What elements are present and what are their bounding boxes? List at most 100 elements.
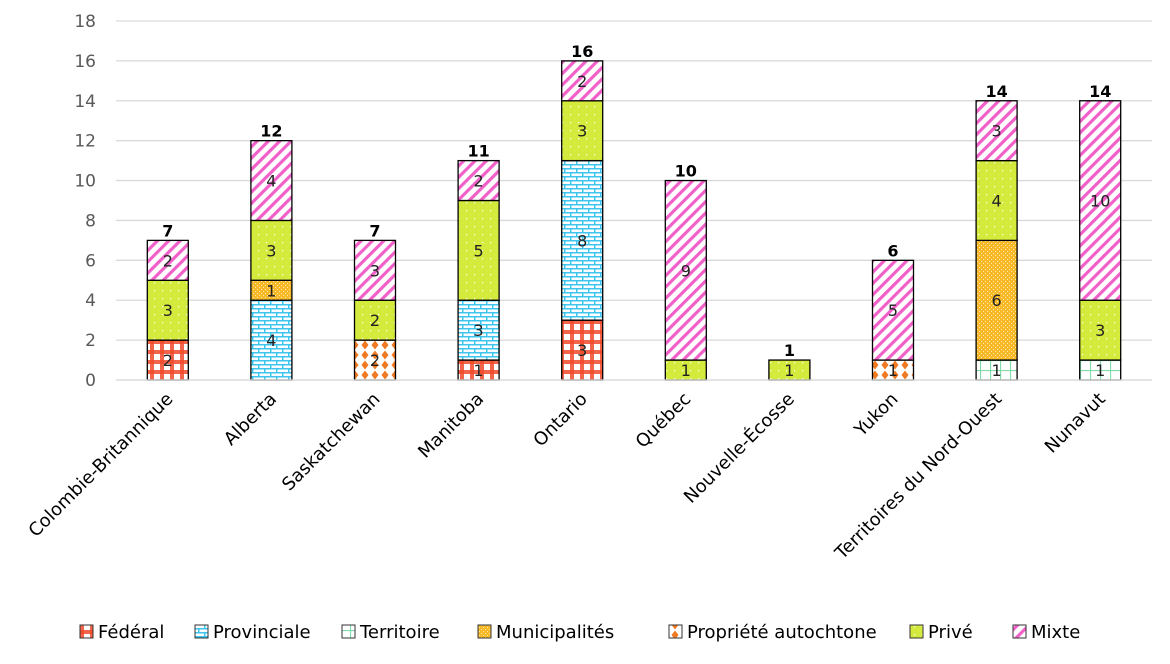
bar-segment-provinciale <box>561 159 604 321</box>
y-tick-label: 2 <box>85 331 96 351</box>
total-label: 14 <box>1089 82 1111 101</box>
y-tick-label: 4 <box>85 291 96 311</box>
total-label: 7 <box>369 221 380 240</box>
bar-segment-prive <box>1079 299 1122 361</box>
segment-value-label: 2 <box>370 351 380 370</box>
bar-segment-mixte <box>871 259 915 361</box>
x-tick-label: Ontario <box>529 389 591 451</box>
legend-label: Privé <box>928 622 973 643</box>
bar-segment-prive <box>561 100 604 162</box>
total-label: 6 <box>887 241 898 260</box>
legend: Fédéral Provinciale Territoire Municipalité… <box>79 622 1080 643</box>
bar-segment-mixte <box>146 239 189 281</box>
bar-segment-federal <box>561 319 604 381</box>
bar-stack: 11 <box>768 341 811 381</box>
bar-stack: 3 8 3 2 16 <box>561 42 604 381</box>
bar-segment-mixte <box>975 100 1018 162</box>
legend-swatch <box>194 624 209 639</box>
legend-swatch <box>1012 624 1027 639</box>
bar-segment-municipalites <box>975 239 1018 361</box>
y-axis: 0 2 4 6 8 10 12 14 16 18 <box>74 12 96 391</box>
x-tick-label: Nunavut <box>1041 389 1110 458</box>
total-label: 1 <box>784 341 795 360</box>
x-tick-label: Nouvelle-Écosse <box>679 388 799 508</box>
y-tick-label: 6 <box>85 251 96 271</box>
legend-swatch <box>477 624 492 639</box>
y-tick-label: 16 <box>74 52 96 72</box>
x-tick-label: Manitoba <box>414 389 488 463</box>
segment-value-label: 6 <box>992 291 1002 310</box>
legend-label: Propriété autochtone <box>687 622 877 643</box>
segment-value-label: 2 <box>163 251 173 270</box>
segment-value-label: 3 <box>577 341 587 360</box>
segment-value-label: 1 <box>266 281 276 300</box>
total-label: 16 <box>571 42 593 61</box>
legend-item-prive: Privé <box>909 622 973 643</box>
bar-segment-mixte <box>664 179 707 361</box>
segment-value-label: 4 <box>266 331 276 350</box>
segment-value-label: 5 <box>474 241 484 260</box>
bar-segment-mixte <box>1079 100 1122 301</box>
total-label: 11 <box>467 142 489 161</box>
x-tick-label: Alberta <box>220 389 281 450</box>
legend-label: Fédéral <box>98 622 164 643</box>
segment-value-label: 2 <box>474 172 484 191</box>
segment-value-label: 1 <box>681 361 691 380</box>
segment-value-label: 1 <box>784 361 794 380</box>
bar-stack: 2 2 3 7 <box>353 221 397 381</box>
segment-value-label: 3 <box>266 241 276 260</box>
legend-item-provinciale: Provinciale <box>194 622 311 643</box>
segment-value-label: 2 <box>163 351 173 370</box>
segment-value-label: 4 <box>266 172 276 191</box>
segment-value-label: 3 <box>370 261 380 280</box>
legend-swatch <box>668 624 683 639</box>
segment-value-label: 1 <box>888 361 898 380</box>
bar-segment-autochtone <box>353 339 397 381</box>
y-tick-label: 18 <box>74 12 96 32</box>
legend-item-mixte: Mixte <box>1012 622 1080 643</box>
bars: 2327413412223713521138321619101115616431… <box>116 42 1152 381</box>
y-tick-label: 0 <box>85 371 96 391</box>
segment-value-label: 8 <box>577 231 587 250</box>
bar-segment-prive <box>250 219 293 281</box>
segment-value-label: 10 <box>1090 192 1110 211</box>
total-label: 14 <box>985 82 1007 101</box>
bar-segment-mixte <box>250 140 293 222</box>
y-tick-label: 8 <box>85 211 96 231</box>
segment-value-label: 5 <box>888 301 898 320</box>
bar-segment-prive <box>353 299 397 341</box>
segment-value-label: 1 <box>1095 361 1105 380</box>
bar-segment-mixte <box>353 239 397 301</box>
segment-value-label: 9 <box>681 261 691 280</box>
y-tick-label: 10 <box>74 172 96 192</box>
bar-stack: 4 1 3 4 12 <box>250 122 293 381</box>
total-label: 10 <box>675 162 697 181</box>
bar-segment-mixte <box>561 60 604 102</box>
total-label: 12 <box>260 122 282 141</box>
bar-segment-prive <box>975 159 1018 242</box>
segment-value-label: 3 <box>992 122 1002 141</box>
legend-swatch <box>79 624 94 639</box>
y-tick-label: 12 <box>74 132 96 152</box>
x-tick-label: Colombie-Britannique <box>25 389 178 542</box>
x-tick-label: Saskatchewan <box>278 389 384 495</box>
legend-label: Municipalités <box>496 622 614 643</box>
segment-value-label: 1 <box>992 361 1002 380</box>
legend-label: Mixte <box>1031 622 1080 643</box>
bar-stack: 1 3 5 2 11 <box>457 142 500 381</box>
legend-label: Territoire <box>359 622 440 643</box>
legend-item-autochtone: Propriété autochtone <box>668 622 877 643</box>
bar-stack: 1 5 6 <box>871 241 915 381</box>
bar-segment-provinciale <box>250 299 293 381</box>
legend-swatch <box>909 624 924 639</box>
legend-swatch <box>341 624 356 639</box>
segment-value-label: 2 <box>370 311 380 330</box>
legend-item-federal: Fédéral <box>79 622 164 643</box>
x-tick-label: Québec <box>632 389 696 453</box>
total-label: 7 <box>162 221 173 240</box>
bar-stack: 2 3 2 7 <box>146 221 189 381</box>
segment-value-label: 3 <box>577 122 587 141</box>
